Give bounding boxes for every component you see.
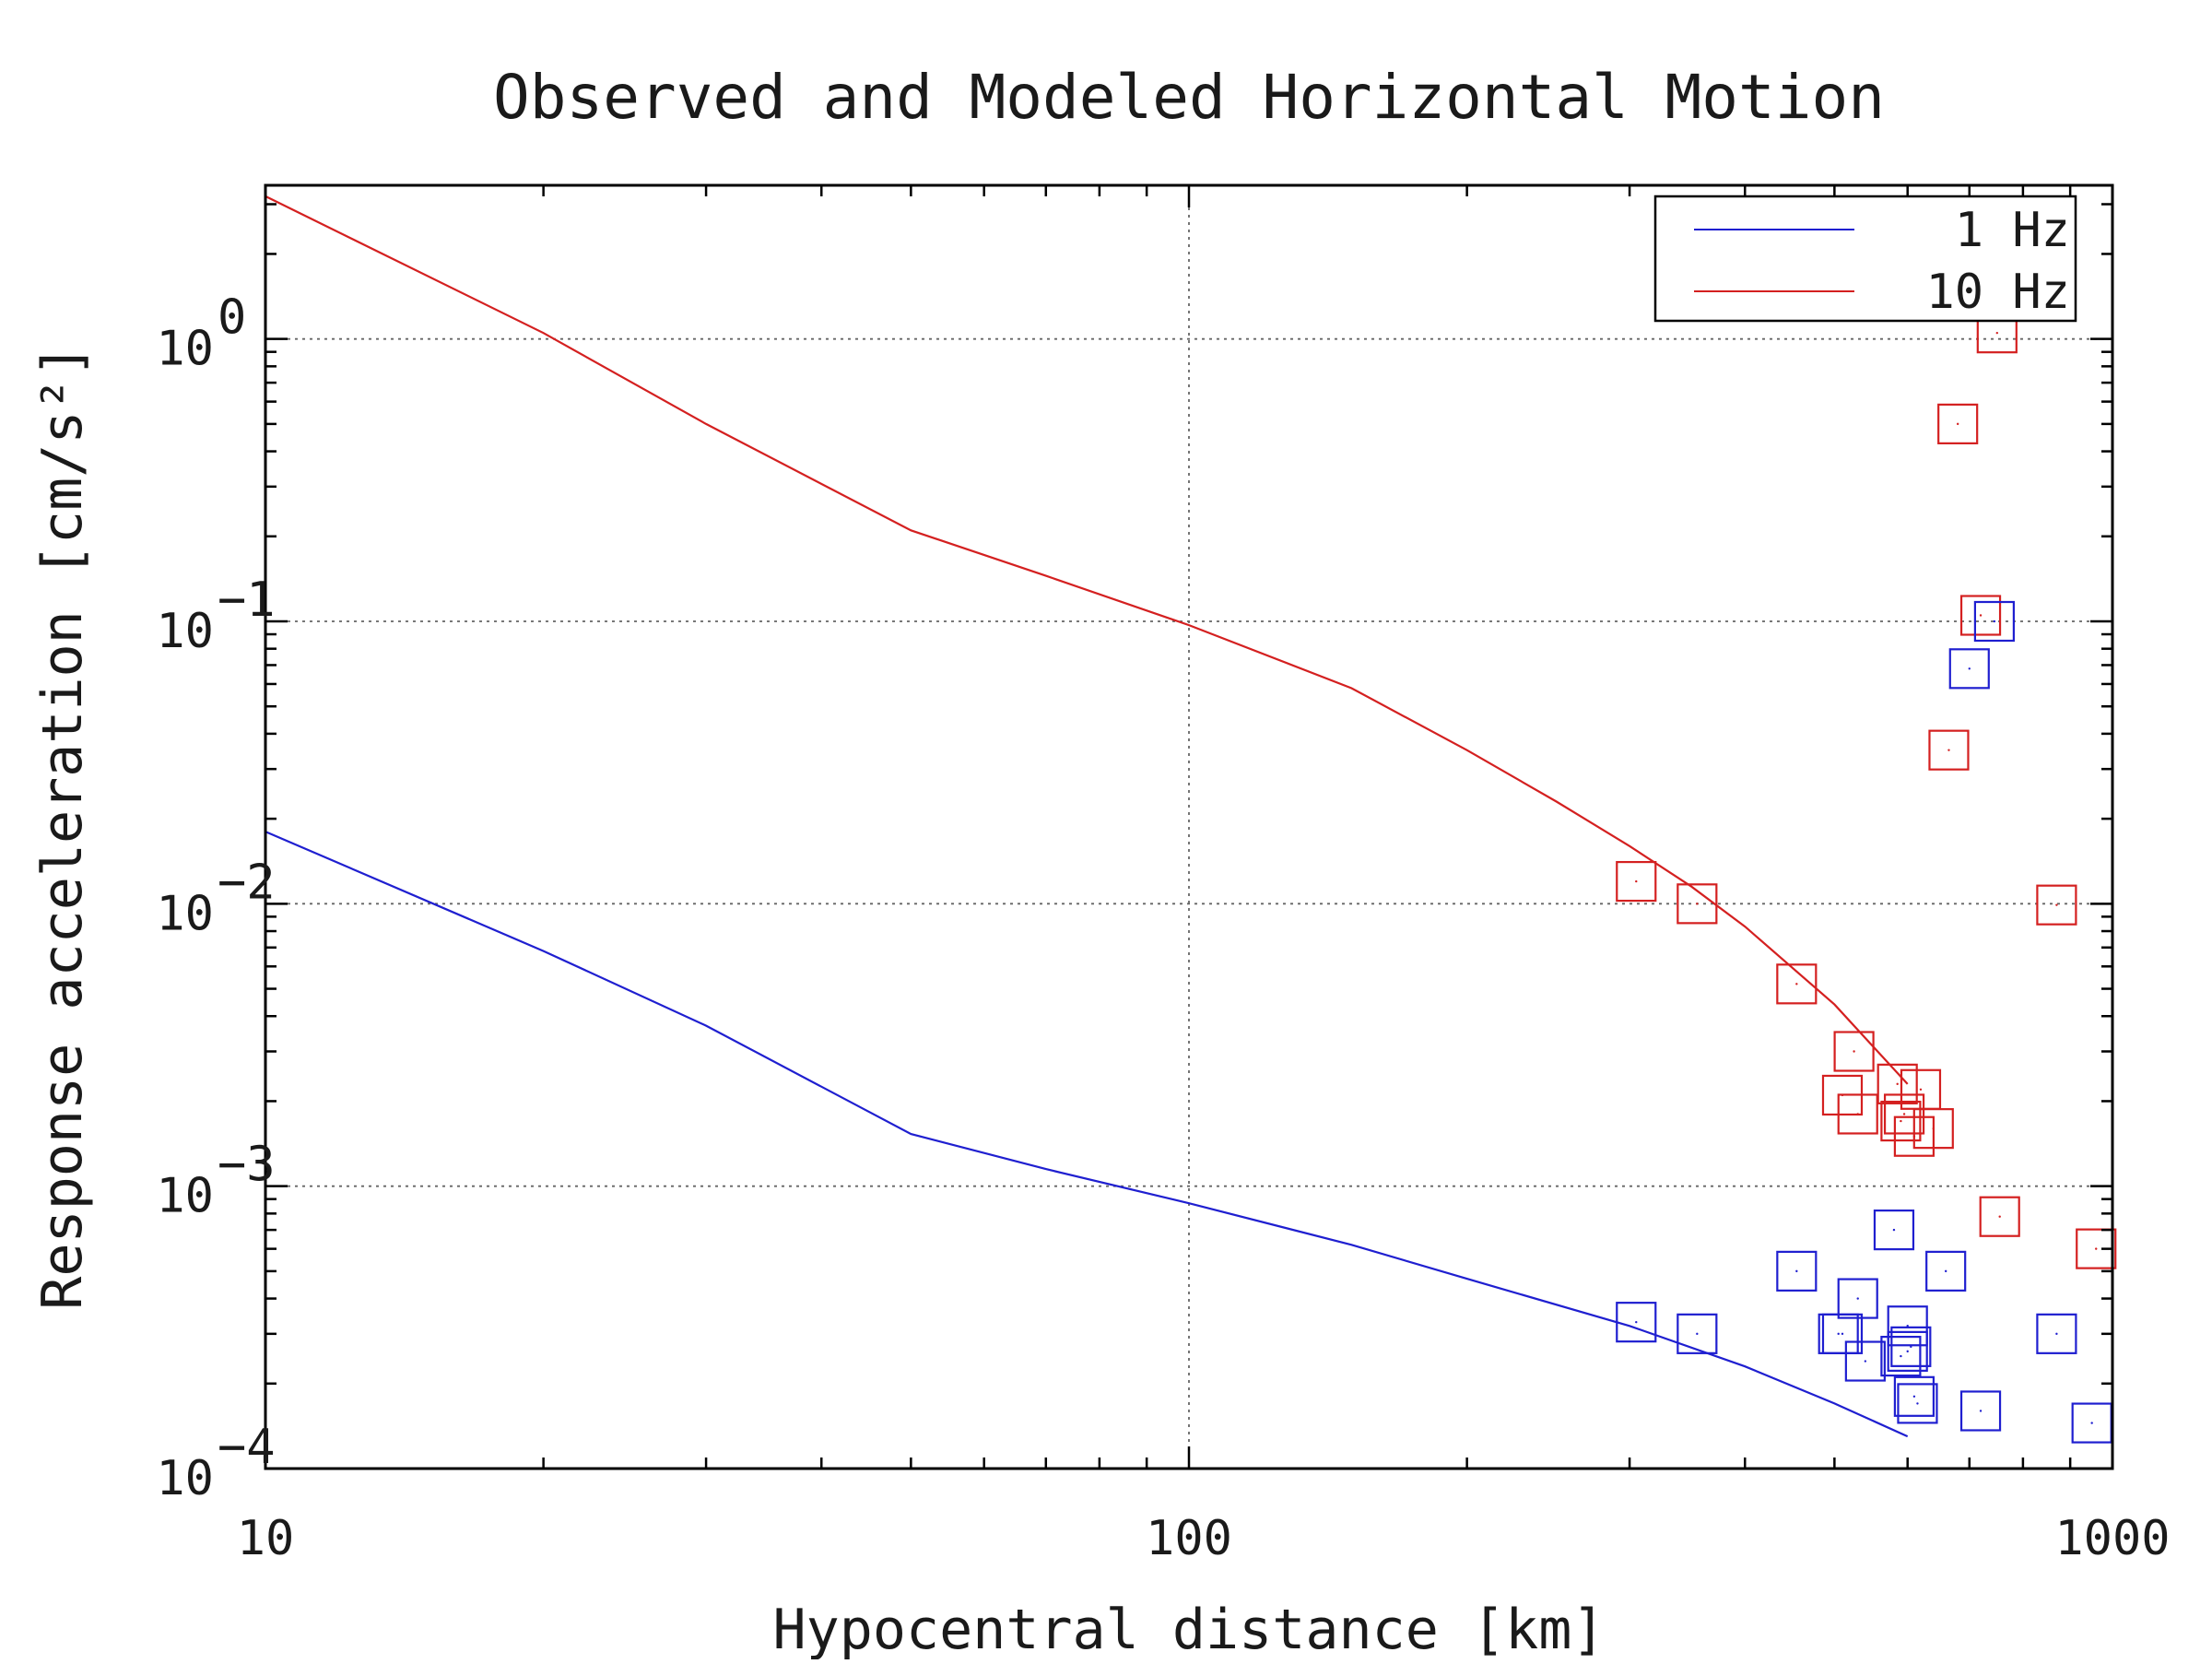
observed-marker-center bbox=[1696, 903, 1699, 905]
observed-marker-center bbox=[1932, 1127, 1935, 1130]
observed-marker-center bbox=[1902, 1113, 1906, 1115]
observed-marker-series-1 bbox=[2076, 1228, 2117, 1269]
observed-marker-center bbox=[1856, 1113, 1859, 1115]
y-axis-label: Response acceleration [cm/s²] bbox=[30, 344, 95, 1310]
observed-marker-center bbox=[1837, 1332, 1840, 1336]
observed-marker-center bbox=[1993, 620, 1996, 623]
observed-marker-series-1 bbox=[1928, 729, 1970, 771]
observed-marker-series-1 bbox=[2036, 884, 2077, 926]
x-axis-label: Hypocentral distance [km] bbox=[772, 1598, 1605, 1659]
model-line-series-0 bbox=[265, 831, 1909, 1438]
observed-marker-series-1 bbox=[1959, 595, 2002, 636]
observed-marker-series-0 bbox=[1873, 1210, 1915, 1251]
observed-marker-series-1 bbox=[1883, 1093, 1925, 1135]
y-tick-label-exponent: −4 bbox=[218, 1420, 276, 1475]
observed-marker-center bbox=[1864, 1360, 1867, 1363]
observed-marker-series-0 bbox=[1890, 1326, 1932, 1367]
legend-label-10hz: 10 Hz bbox=[1925, 265, 2070, 320]
observed-marker-center bbox=[1910, 1345, 1912, 1349]
observed-marker-series-0 bbox=[1887, 1330, 1928, 1372]
observed-marker-center bbox=[1841, 1332, 1844, 1336]
y-tick-label-exponent: −1 bbox=[218, 572, 276, 628]
y-tick-label-exponent: −2 bbox=[218, 855, 276, 910]
observed-marker-series-3 bbox=[1948, 648, 1990, 690]
observed-marker-center bbox=[1853, 1050, 1855, 1053]
y-tick-label-exponent: −3 bbox=[218, 1138, 276, 1193]
observed-marker-center bbox=[1892, 1228, 1896, 1232]
y-tick-label-exponent: 0 bbox=[218, 290, 246, 346]
observed-marker-center bbox=[1956, 422, 1959, 426]
observed-marker-center bbox=[2055, 903, 2058, 906]
observed-marker-series-0 bbox=[1844, 1340, 1886, 1382]
y-tick-label: 10 bbox=[156, 322, 214, 377]
model-line-series-1 bbox=[265, 195, 1909, 1085]
legend-box bbox=[1653, 195, 2077, 323]
observed-marker-center bbox=[1856, 1297, 1859, 1300]
observed-marker-center bbox=[1979, 1410, 1983, 1412]
observed-marker-center bbox=[1998, 1215, 2001, 1218]
observed-marker-series-0 bbox=[1837, 1278, 1878, 1319]
observed-marker-center bbox=[1635, 879, 1638, 883]
observed-marker-series-0 bbox=[1776, 1250, 1818, 1292]
observed-marker-series-1 bbox=[1833, 1031, 1875, 1072]
observed-marker-center bbox=[1944, 1269, 1947, 1273]
observed-marker-center bbox=[1896, 1082, 1899, 1086]
observed-marker-series-1 bbox=[1776, 963, 1818, 1005]
y-tick-label: 10 bbox=[156, 886, 214, 941]
observed-marker-center bbox=[2095, 1247, 2098, 1250]
grid-layer bbox=[265, 185, 2112, 1469]
x-tick-label: 100 bbox=[1146, 1511, 1232, 1566]
observed-marker-series-1 bbox=[1912, 1108, 1954, 1150]
y-tick-label: 10 bbox=[156, 1451, 214, 1506]
legend-label-1hz: 1 Hz bbox=[1955, 203, 2070, 258]
observed-marker-center bbox=[1968, 667, 1971, 670]
observed-marker-series-0 bbox=[1880, 1335, 1922, 1377]
observed-marker-center bbox=[1635, 1320, 1638, 1324]
marker-layer bbox=[1616, 313, 2117, 1444]
observed-marker-series-3 bbox=[1973, 600, 2016, 643]
observed-marker-center bbox=[1979, 614, 1983, 617]
observed-marker-center bbox=[1912, 1395, 1916, 1398]
observed-marker-center bbox=[1696, 1332, 1699, 1336]
chart-title: Observed and Modeled Horizontal Motion bbox=[493, 62, 1885, 133]
observed-marker-center bbox=[2090, 1422, 2093, 1424]
observed-marker-series-0 bbox=[1893, 1375, 1936, 1417]
x-tick-label: 10 bbox=[237, 1511, 295, 1566]
observed-marker-series-1 bbox=[1616, 860, 1657, 903]
observed-marker-center bbox=[1906, 1350, 1909, 1353]
observed-marker-center bbox=[1919, 1088, 1923, 1091]
observed-marker-series-1 bbox=[1837, 1093, 1878, 1135]
observed-marker-series-0 bbox=[1887, 1305, 1928, 1347]
observed-marker-series-0 bbox=[1959, 1390, 2002, 1432]
observed-marker-series-0 bbox=[2036, 1313, 2077, 1354]
observed-marker-series-1 bbox=[1877, 1063, 1918, 1104]
observed-marker-center bbox=[1947, 749, 1950, 751]
observed-marker-series-0 bbox=[1616, 1302, 1657, 1343]
y-tick-label: 10 bbox=[156, 604, 214, 659]
series-layer bbox=[265, 195, 1909, 1438]
observed-marker-center bbox=[1795, 983, 1798, 985]
observed-marker-series-1 bbox=[1677, 883, 1718, 925]
observed-marker-center bbox=[1795, 1269, 1798, 1273]
observed-marker-series-2 bbox=[1979, 1196, 2020, 1237]
y-tick-label: 10 bbox=[156, 1169, 214, 1224]
observed-marker-series-0 bbox=[1821, 1313, 1864, 1354]
observed-marker-series-0 bbox=[1677, 1313, 1718, 1354]
observed-marker-center bbox=[1900, 1119, 1902, 1123]
observed-marker-series-0 bbox=[1897, 1383, 1938, 1424]
observed-marker-center bbox=[1900, 1354, 1902, 1358]
legend: 1 Hz 10 Hz bbox=[1653, 195, 2077, 323]
observed-marker-series-1 bbox=[1937, 403, 1979, 444]
tick-layer bbox=[264, 185, 2112, 1470]
observed-marker-center bbox=[1916, 1402, 1919, 1405]
x-tick-label: 1000 bbox=[2054, 1511, 2170, 1566]
observed-marker-center bbox=[2055, 1332, 2058, 1336]
observed-marker-series-0 bbox=[1925, 1250, 1967, 1292]
observed-marker-center bbox=[1995, 331, 1999, 335]
